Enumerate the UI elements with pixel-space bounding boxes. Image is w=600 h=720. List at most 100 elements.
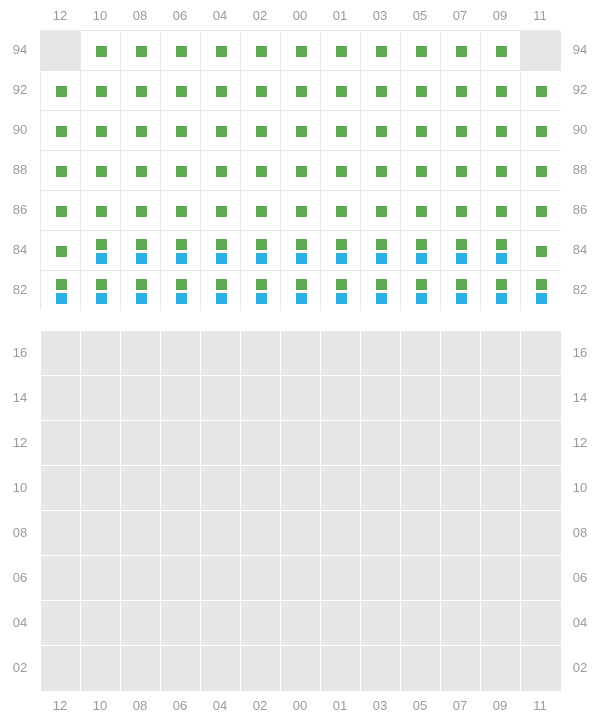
grid-cell[interactable] [441, 231, 481, 271]
grid-cell[interactable] [481, 331, 521, 376]
grid-cell[interactable] [481, 231, 521, 271]
grid-cell[interactable] [401, 511, 441, 556]
grid-cell[interactable] [81, 646, 121, 691]
grid-cell[interactable] [441, 466, 481, 511]
grid-cell[interactable] [361, 331, 401, 376]
grid-cell[interactable] [241, 511, 281, 556]
grid-cell[interactable] [281, 376, 321, 421]
grid-cell[interactable] [241, 646, 281, 691]
grid-cell[interactable] [481, 556, 521, 601]
grid-cell[interactable] [121, 601, 161, 646]
grid-cell[interactable] [161, 511, 201, 556]
grid-cell[interactable] [81, 271, 121, 311]
grid-cell[interactable] [481, 601, 521, 646]
grid-cell[interactable] [481, 271, 521, 311]
grid-cell[interactable] [121, 271, 161, 311]
grid-cell[interactable] [121, 466, 161, 511]
grid-cell[interactable] [321, 511, 361, 556]
grid-cell[interactable] [521, 376, 561, 421]
grid-cell[interactable] [121, 376, 161, 421]
grid-cell[interactable] [241, 421, 281, 466]
grid-cell[interactable] [121, 421, 161, 466]
grid-cell[interactable] [201, 331, 241, 376]
grid-cell[interactable] [441, 331, 481, 376]
grid-cell[interactable] [441, 421, 481, 466]
grid-cell[interactable] [521, 556, 561, 601]
grid-cell[interactable] [81, 511, 121, 556]
grid-cell[interactable] [201, 646, 241, 691]
grid-cell[interactable] [161, 331, 201, 376]
grid-cell[interactable] [201, 556, 241, 601]
grid-cell[interactable] [201, 511, 241, 556]
grid-cell[interactable] [481, 376, 521, 421]
grid-cell[interactable] [321, 556, 361, 601]
grid-cell[interactable] [201, 421, 241, 466]
grid-cell[interactable] [41, 421, 81, 466]
grid-cell[interactable] [441, 271, 481, 311]
grid-cell[interactable] [41, 511, 81, 556]
grid-cell[interactable] [281, 231, 321, 271]
grid-cell[interactable] [361, 601, 401, 646]
grid-cell[interactable] [401, 376, 441, 421]
grid-cell[interactable] [41, 466, 81, 511]
grid-cell[interactable] [121, 556, 161, 601]
grid-cell[interactable] [241, 331, 281, 376]
grid-cell[interactable] [361, 511, 401, 556]
grid-cell[interactable] [121, 511, 161, 556]
grid-cell[interactable] [41, 601, 81, 646]
grid-cell[interactable] [401, 646, 441, 691]
grid-cell[interactable] [281, 556, 321, 601]
grid-cell[interactable] [161, 466, 201, 511]
grid-cell[interactable] [321, 271, 361, 311]
grid-cell[interactable] [241, 601, 281, 646]
grid-cell[interactable] [321, 466, 361, 511]
grid-cell[interactable] [481, 511, 521, 556]
grid-cell[interactable] [281, 646, 321, 691]
grid-cell[interactable] [81, 556, 121, 601]
grid-cell[interactable] [161, 271, 201, 311]
grid-cell[interactable] [41, 271, 81, 311]
grid-cell[interactable] [521, 331, 561, 376]
grid-cell[interactable] [361, 646, 401, 691]
grid-cell[interactable] [321, 601, 361, 646]
grid-cell[interactable] [481, 466, 521, 511]
grid-cell[interactable] [241, 466, 281, 511]
grid-cell[interactable] [241, 271, 281, 311]
grid-cell[interactable] [441, 601, 481, 646]
grid-cell[interactable] [41, 331, 81, 376]
grid-cell[interactable] [401, 421, 441, 466]
grid-cell[interactable] [281, 331, 321, 376]
grid-cell[interactable] [281, 601, 321, 646]
grid-cell[interactable] [41, 646, 81, 691]
grid-cell[interactable] [41, 556, 81, 601]
grid-cell[interactable] [281, 271, 321, 311]
grid-cell[interactable] [281, 466, 321, 511]
grid-cell[interactable] [241, 231, 281, 271]
grid-cell[interactable] [281, 511, 321, 556]
grid-cell[interactable] [161, 646, 201, 691]
grid-cell[interactable] [361, 376, 401, 421]
grid-cell[interactable] [521, 511, 561, 556]
grid-cell[interactable] [401, 466, 441, 511]
grid-cell[interactable] [241, 376, 281, 421]
grid-cell[interactable] [521, 271, 561, 311]
grid-cell[interactable] [401, 231, 441, 271]
grid-cell[interactable] [361, 231, 401, 271]
grid-cell[interactable] [441, 646, 481, 691]
grid-cell[interactable] [241, 556, 281, 601]
grid-cell[interactable] [121, 231, 161, 271]
grid-cell[interactable] [361, 466, 401, 511]
grid-cell[interactable] [401, 331, 441, 376]
grid-cell[interactable] [41, 376, 81, 421]
grid-cell[interactable] [321, 421, 361, 466]
grid-cell[interactable] [441, 511, 481, 556]
grid-cell[interactable] [121, 646, 161, 691]
grid-cell[interactable] [361, 556, 401, 601]
grid-cell[interactable] [441, 376, 481, 421]
grid-cell[interactable] [121, 331, 161, 376]
grid-cell[interactable] [521, 31, 561, 71]
grid-cell[interactable] [201, 601, 241, 646]
grid-cell[interactable] [201, 271, 241, 311]
grid-cell[interactable] [321, 331, 361, 376]
grid-cell[interactable] [41, 31, 81, 71]
